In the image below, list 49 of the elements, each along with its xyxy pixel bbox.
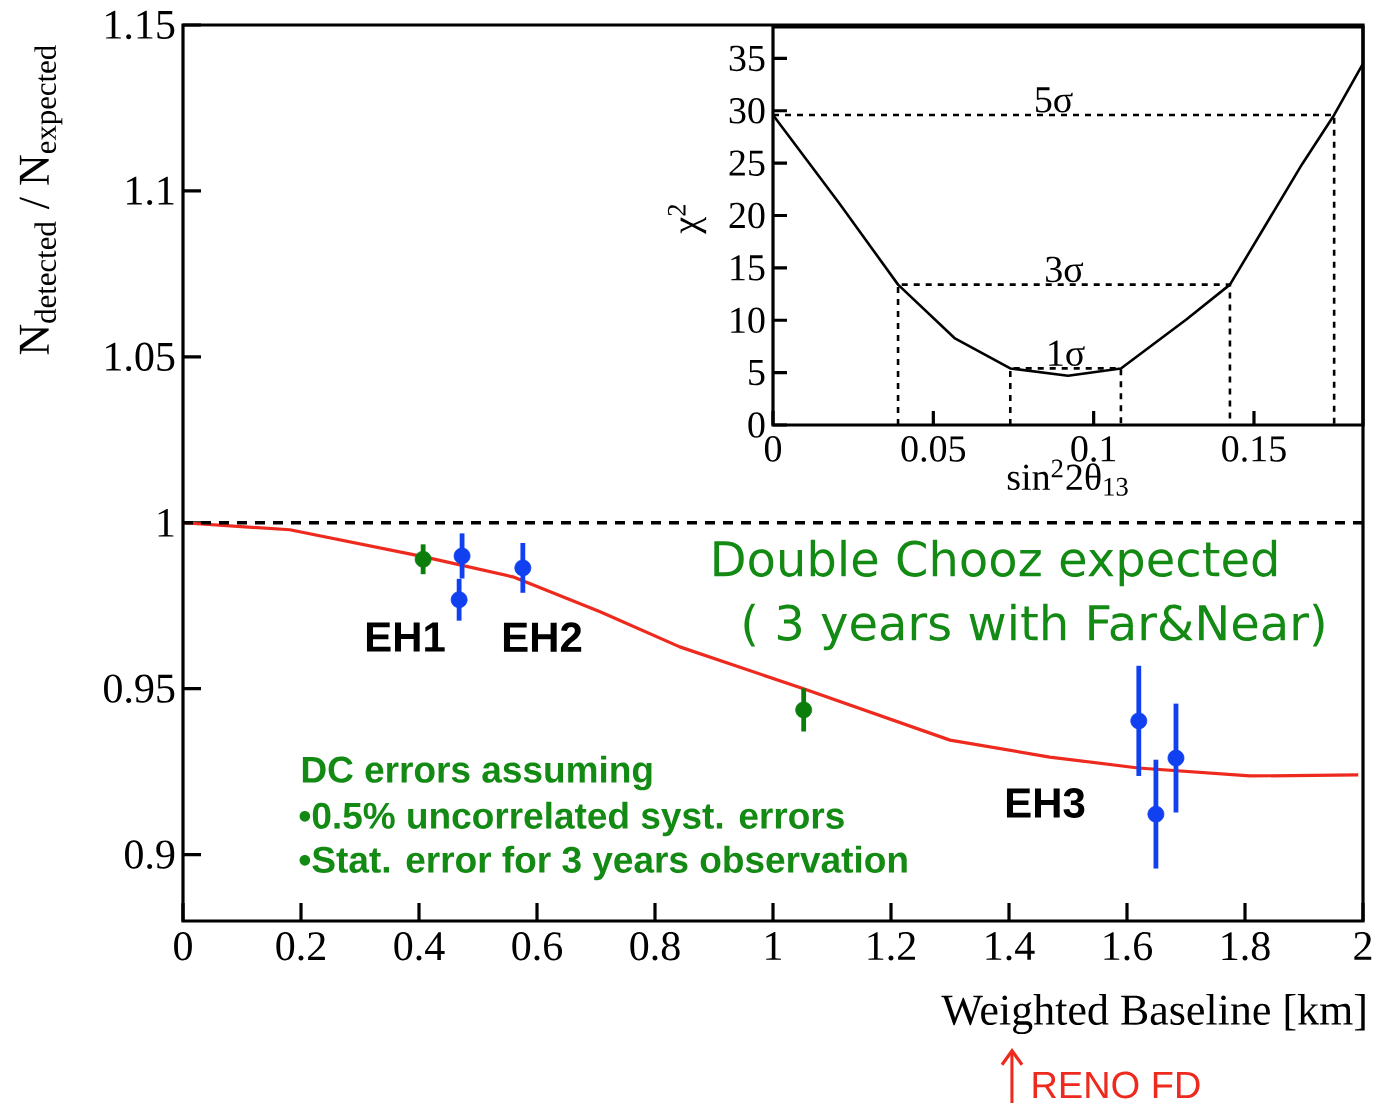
x-tick-label: 0.6 [512, 932, 563, 961]
y-tick-label: 1 [158, 508, 174, 537]
series-label: 1σ [1049, 340, 1085, 367]
y-tick-label: 10 [731, 307, 765, 334]
point [1130, 712, 1148, 730]
x-tick-label: 0 [764, 436, 782, 462]
y-tick-label: 20 [729, 202, 765, 229]
x-axis-title: Weighted Baseline [km] [941, 994, 1365, 1035]
x-tick-label: 0.8 [630, 932, 680, 961]
point [795, 701, 813, 719]
annotation: ( 3 years with Far&Near) [744, 603, 1324, 651]
y-tick-label: 35 [729, 45, 765, 72]
x-tick-label: 0.2 [276, 932, 325, 961]
x-tick-label: 1.8 [1222, 932, 1270, 961]
y-tick-label: 1.15 [106, 10, 175, 40]
point [1167, 749, 1185, 767]
y-tick-label: 1.05 [106, 342, 175, 372]
point [453, 547, 471, 565]
y-axis-title: N$_{detected}$ / N$_{expected}$ [19, 45, 63, 355]
x-tick-label: 1.4 [986, 932, 1035, 961]
y-tick-label: 0 [748, 412, 765, 438]
x-tick-label: 0.05 [901, 436, 966, 462]
annotation: DC errors assuming [302, 755, 652, 791]
annotation: •0.5% uncorrelated syst. errors [299, 801, 844, 837]
annotation: EH2 [503, 622, 582, 652]
series-label: 3σ [1046, 256, 1084, 283]
y-tick-label: 5 [749, 359, 765, 386]
annotation: Double Chooz expected [714, 539, 1277, 587]
annotation: EH1 [366, 622, 445, 652]
y-axis-title: χ$^{2}$ [667, 204, 707, 234]
y-tick-label: 0.95 [104, 674, 175, 703]
x-tick-label: 0.15 [1222, 436, 1286, 462]
annotation: •Stat. error for 3 years observation [299, 845, 907, 881]
x-tick-label: 0.4 [394, 932, 445, 961]
point [414, 550, 432, 568]
y-tick-label: 25 [729, 150, 765, 176]
point [1147, 805, 1165, 823]
y-tick-label: 1.1 [127, 176, 174, 206]
x-tick-label: 1.2 [868, 932, 915, 961]
y-tick-label: 15 [731, 255, 765, 281]
text: RENO FD [1033, 1071, 1200, 1099]
point [514, 559, 532, 577]
annotation: EH3 [1006, 788, 1085, 818]
x-tick-label: 2 [1354, 932, 1372, 960]
x-tick-label: 1.6 [1104, 932, 1153, 961]
y-tick-label: 0.9 [125, 840, 175, 869]
point [450, 591, 468, 609]
series-label: 5σ [1036, 87, 1073, 113]
y-tick-label: 30 [729, 97, 765, 124]
